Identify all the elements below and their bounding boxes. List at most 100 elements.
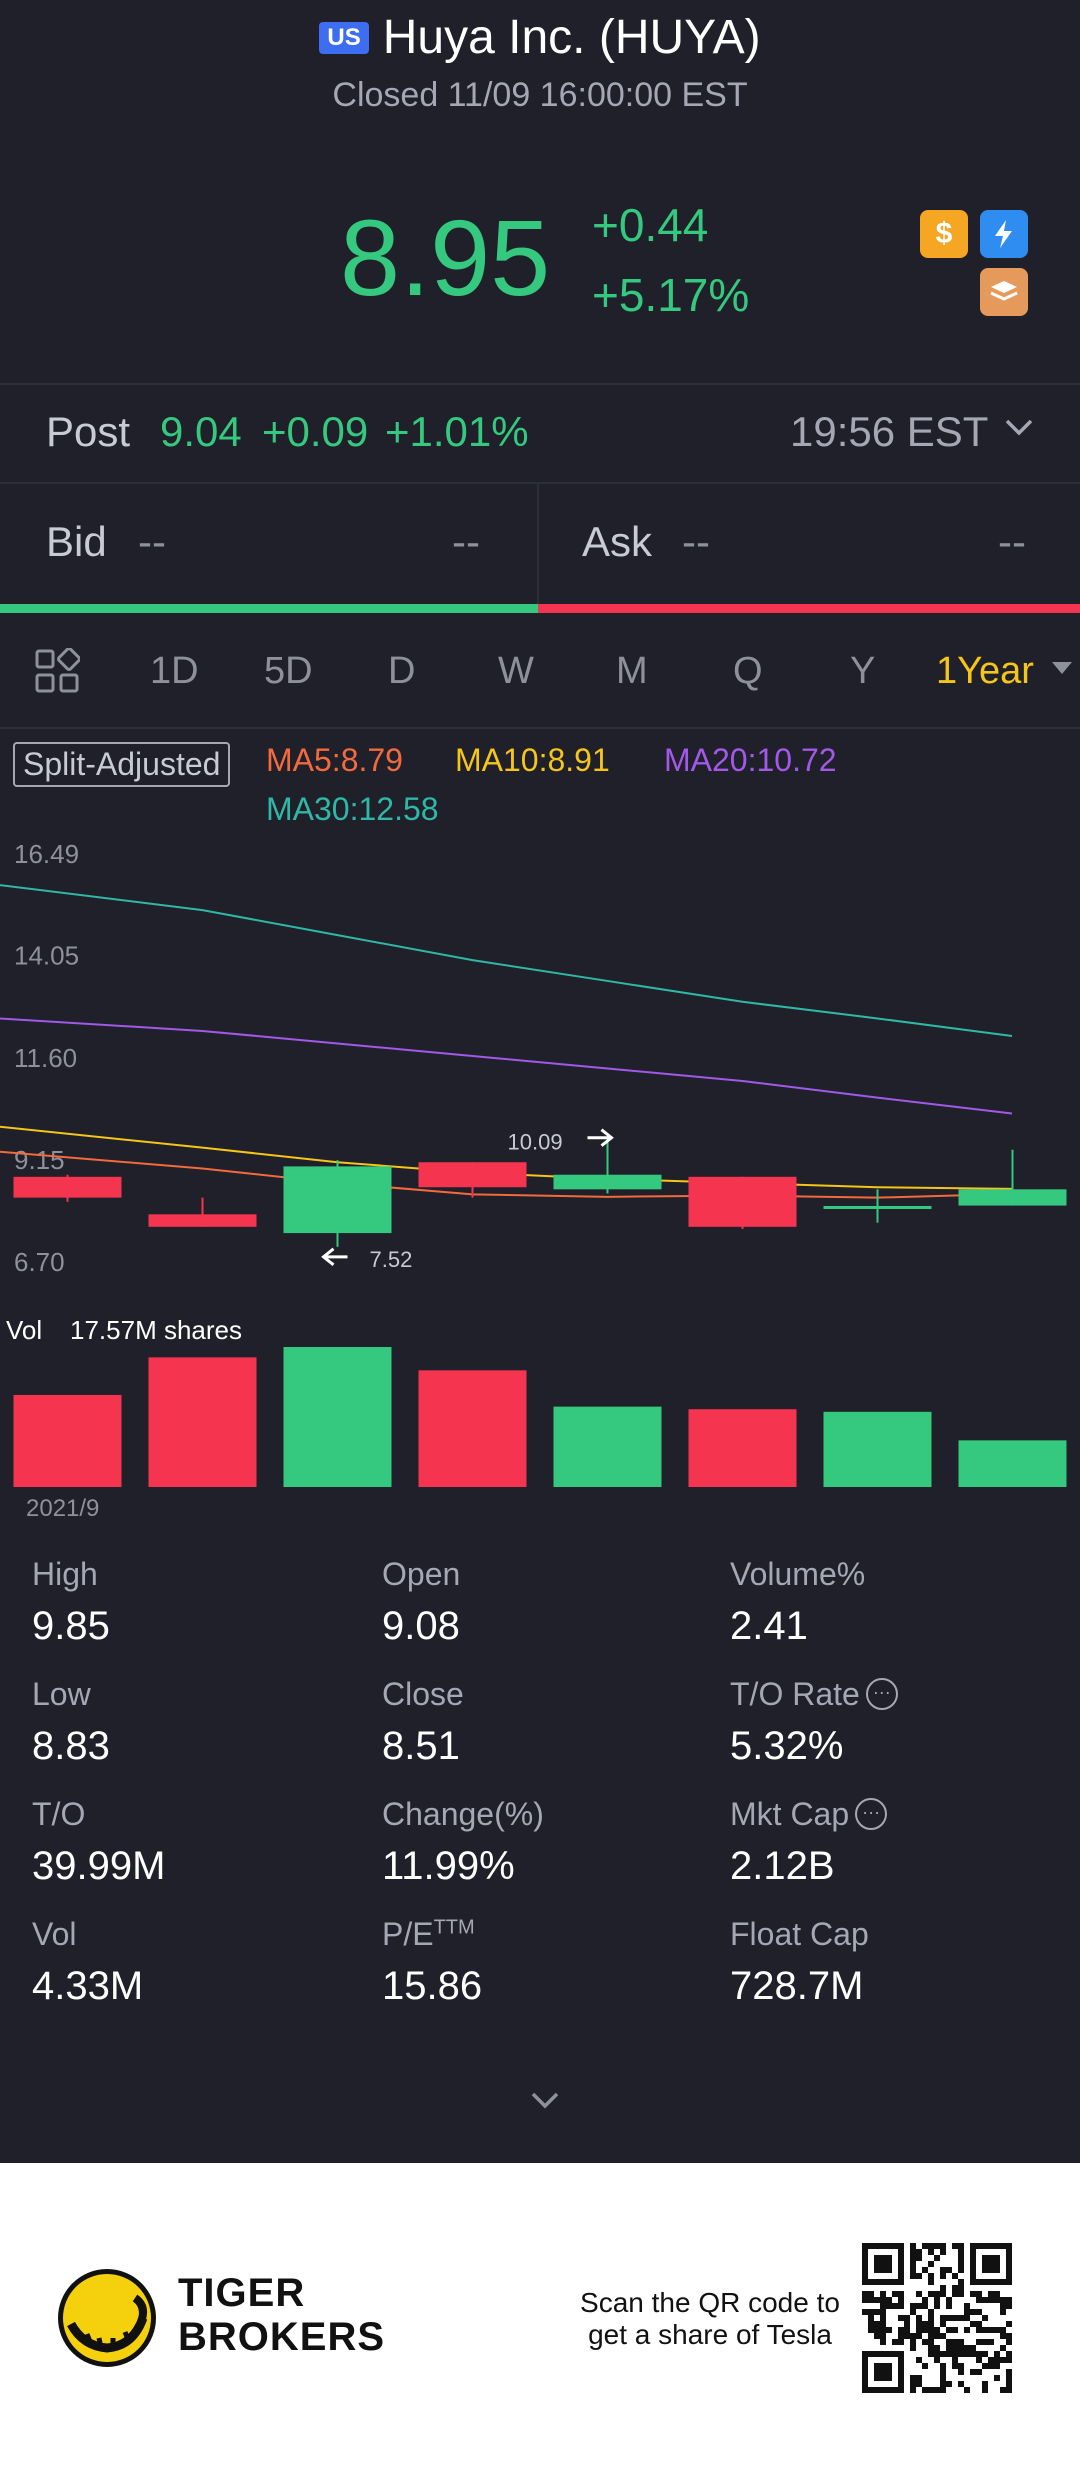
qr-module: [880, 2321, 886, 2327]
info-icon[interactable]: ···: [865, 1677, 898, 1710]
volume-bar: [13, 1394, 122, 1487]
qr-module: [982, 2297, 988, 2303]
qr-module: [940, 2351, 946, 2357]
tab-q[interactable]: Q: [733, 650, 763, 692]
stack-icon[interactable]: [980, 268, 1028, 316]
qr-module: [988, 2291, 994, 2297]
stat-label: Mkt Cap: [730, 1796, 850, 1832]
arrow-right-icon: [587, 1128, 614, 1147]
qr-module: [1000, 2345, 1006, 2351]
qr-module: [934, 2297, 940, 2303]
qr-module: [988, 2327, 994, 2333]
qr-module: [1000, 2333, 1006, 2339]
qr-module: [952, 2285, 958, 2291]
qr-module: [916, 2303, 922, 2309]
qr-module: [952, 2291, 958, 2297]
tab-1year[interactable]: 1Year: [936, 650, 1034, 692]
qr-module: [862, 2297, 868, 2303]
qr-module: [898, 2303, 904, 2309]
tab-y[interactable]: Y: [850, 650, 876, 692]
qr-module: [928, 2243, 934, 2249]
qr-module: [958, 2267, 964, 2273]
qr-module: [880, 2297, 886, 2303]
qr-module: [880, 2303, 886, 2309]
stat-value: 15.86: [382, 1964, 483, 2008]
promo-footer: TIGER BROKERS Scan the QR code to get a …: [0, 2163, 1080, 2473]
qr-module: [874, 2327, 880, 2333]
flash-icon[interactable]: [980, 210, 1028, 258]
tab-d[interactable]: D: [388, 650, 416, 692]
volume-bar: [553, 1406, 662, 1487]
qr-module: [898, 2315, 904, 2321]
qr-module: [904, 2321, 910, 2327]
qr-module: [994, 2375, 1000, 2381]
qr-module: [886, 2303, 892, 2309]
qr-module: [922, 2297, 928, 2303]
qr-module: [964, 2387, 970, 2393]
qr-module: [928, 2273, 934, 2279]
qr-module: [970, 2351, 976, 2357]
y-tick-label: 6.70: [14, 1247, 65, 1277]
info-icon[interactable]: ···: [855, 1797, 888, 1830]
qr-module: [916, 2273, 922, 2279]
qr-module: [862, 2291, 868, 2297]
candle-body: [688, 1176, 797, 1227]
stat-label: T/O Rate: [730, 1676, 860, 1712]
tab-m[interactable]: M: [616, 650, 648, 692]
ma-line-ma10: [0, 1125, 1013, 1190]
bid-ask-separator: [537, 484, 539, 604]
grid-icon[interactable]: [34, 648, 80, 694]
post-market-row[interactable]: Post 9.04 +0.09 +1.01% 19:56 EST: [0, 384, 1080, 480]
high-marker-label: 10.09: [508, 1130, 563, 1155]
dollar-icon[interactable]: $: [920, 210, 968, 258]
qr-module: [928, 2249, 934, 2255]
qr-module: [940, 2267, 946, 2273]
qr-module: [946, 2381, 952, 2387]
candle-body: [13, 1176, 122, 1198]
tab-5d[interactable]: 5D: [264, 650, 313, 692]
qr-module: [988, 2297, 994, 2303]
qr-module: [892, 2291, 898, 2297]
qr-module: [934, 2327, 940, 2333]
split-adjusted-toggle[interactable]: Split-Adjusted: [13, 742, 231, 787]
qr-module: [994, 2363, 1000, 2369]
qr-module: [964, 2303, 970, 2309]
divider: [0, 482, 1080, 484]
qr-module: [952, 2327, 958, 2333]
qr-module: [904, 2327, 910, 2333]
divider: [0, 383, 1080, 385]
qr-module: [976, 2369, 982, 2375]
candlestick-chart[interactable]: 16.49 14.05 11.60 9.15 6.70 10.09 7.52 Vol 17.57…: [0, 730, 1080, 1530]
qr-module: [880, 2339, 886, 2345]
qr-module: [976, 2291, 982, 2297]
qr-module: [874, 2333, 880, 2339]
tiger-logo-icon: [58, 2269, 156, 2367]
stat-label: Vol: [32, 1916, 77, 1952]
qr-module: [946, 2345, 952, 2351]
volume-bar: [283, 1347, 392, 1487]
qr-module: [958, 2285, 964, 2291]
qr-module: [910, 2261, 916, 2267]
qr-module: [952, 2315, 958, 2321]
qr-module: [946, 2315, 952, 2321]
qr-module: [988, 2363, 994, 2369]
qr-module: [916, 2333, 922, 2339]
last-price: 8.95: [340, 197, 551, 318]
qr-module: [970, 2309, 976, 2315]
tab-1d[interactable]: 1D: [150, 650, 199, 692]
qr-module: [940, 2243, 946, 2249]
ma20-label: MA20:10.72: [664, 742, 837, 778]
brand-name: TIGER: [178, 2271, 306, 2315]
qr-module: [958, 2381, 964, 2387]
qr-module: [928, 2387, 934, 2393]
tab-w[interactable]: W: [498, 650, 534, 692]
caret-down-icon[interactable]: [1052, 662, 1072, 674]
qr-module: [880, 2309, 886, 2315]
chevron-down-icon[interactable]: [1002, 410, 1036, 453]
expand-chevron-icon[interactable]: [530, 2088, 560, 2112]
qr-module: [928, 2291, 934, 2297]
bid-label: Bid: [46, 518, 107, 565]
qr-module: [928, 2315, 934, 2321]
bid-ask-panel: Bid -- -- Ask -- --: [0, 484, 1080, 604]
low-marker-label: 7.52: [370, 1247, 413, 1272]
